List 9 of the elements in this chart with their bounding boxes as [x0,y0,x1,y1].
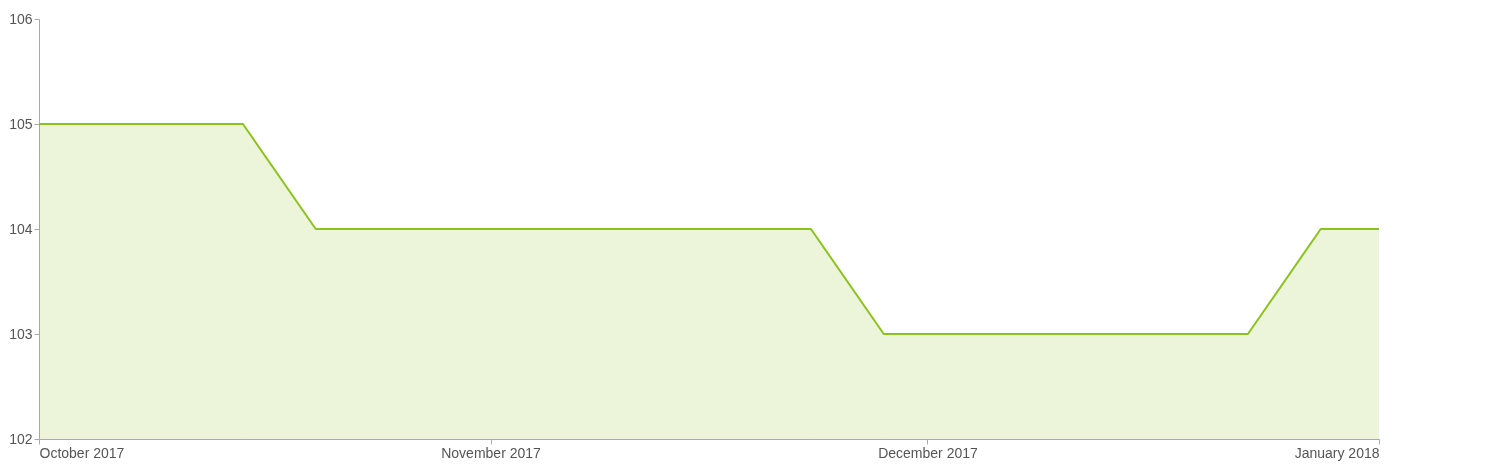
y-tick-label: 104 [9,220,33,237]
y-tick-label: 103 [9,325,33,342]
x-tick-label: January 2018 [1294,444,1380,461]
y-tick-label: 105 [9,115,33,132]
x-tick-label: November 2017 [441,444,542,461]
y-tick-label: 102 [9,430,33,447]
x-tick-label: December 2017 [878,444,978,461]
x-tick-label: October 2017 [39,444,125,461]
y-tick-label: 106 [9,10,33,27]
